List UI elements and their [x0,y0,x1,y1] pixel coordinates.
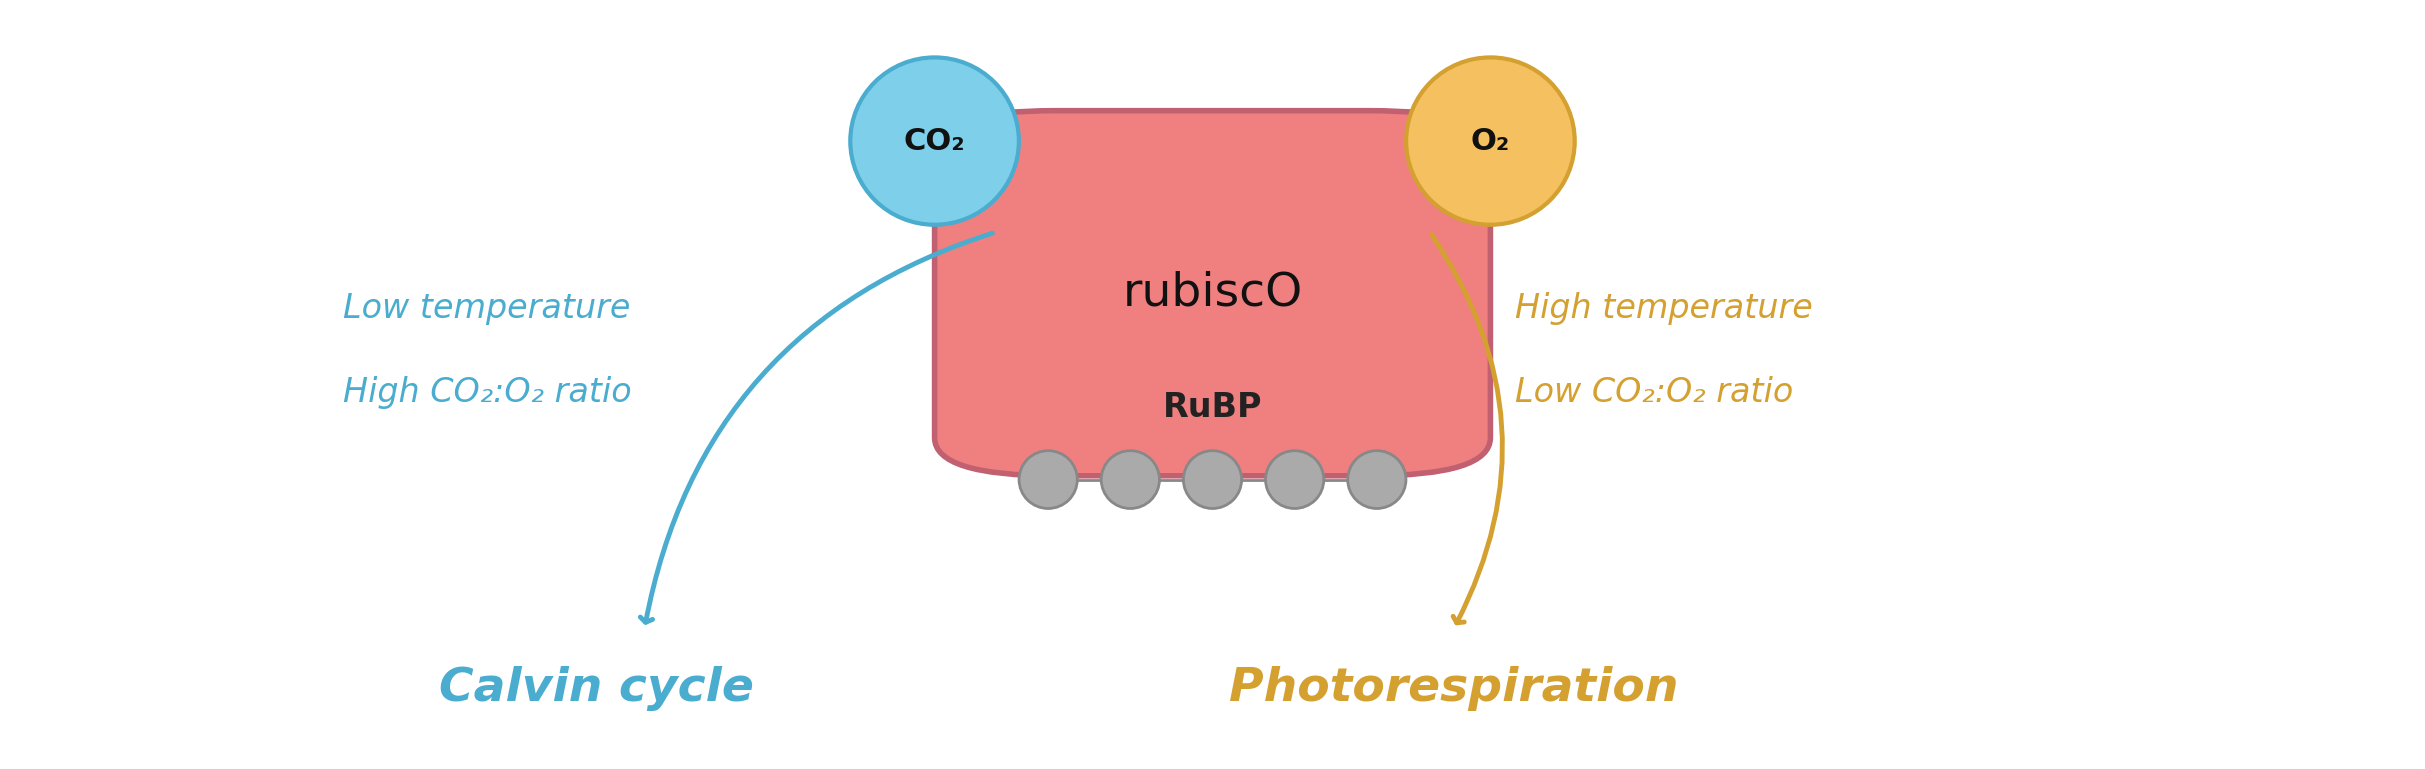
Text: O₂: O₂ [1472,127,1511,155]
Text: CO₂: CO₂ [905,127,965,155]
Text: Low temperature: Low temperature [342,292,630,325]
Text: rubiscO: rubiscO [1123,271,1302,316]
Text: RuBP: RuBP [1162,391,1263,424]
Text: High CO₂:O₂ ratio: High CO₂:O₂ ratio [342,375,630,408]
Ellipse shape [1101,451,1159,508]
Ellipse shape [1266,451,1324,508]
FancyBboxPatch shape [934,111,1491,476]
Text: Calvin cycle: Calvin cycle [439,666,754,711]
Text: Photorespiration: Photorespiration [1229,666,1678,711]
Text: Low CO₂:O₂ ratio: Low CO₂:O₂ ratio [1516,375,1792,408]
Ellipse shape [1348,451,1406,508]
Ellipse shape [1018,451,1077,508]
Text: High temperature: High temperature [1516,292,1811,325]
Ellipse shape [851,58,1018,225]
Ellipse shape [1183,451,1242,508]
Ellipse shape [1406,58,1574,225]
